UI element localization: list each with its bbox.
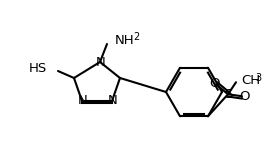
Text: O: O [209, 77, 219, 90]
Text: O: O [240, 90, 250, 103]
Text: S: S [224, 88, 232, 101]
Text: 3: 3 [255, 73, 261, 83]
Text: N: N [108, 93, 118, 106]
Text: CH: CH [241, 74, 260, 87]
Text: NH: NH [115, 34, 135, 46]
Text: 2: 2 [133, 32, 139, 42]
Text: HS: HS [29, 61, 47, 75]
Text: N: N [96, 56, 106, 70]
Text: N: N [78, 93, 88, 106]
